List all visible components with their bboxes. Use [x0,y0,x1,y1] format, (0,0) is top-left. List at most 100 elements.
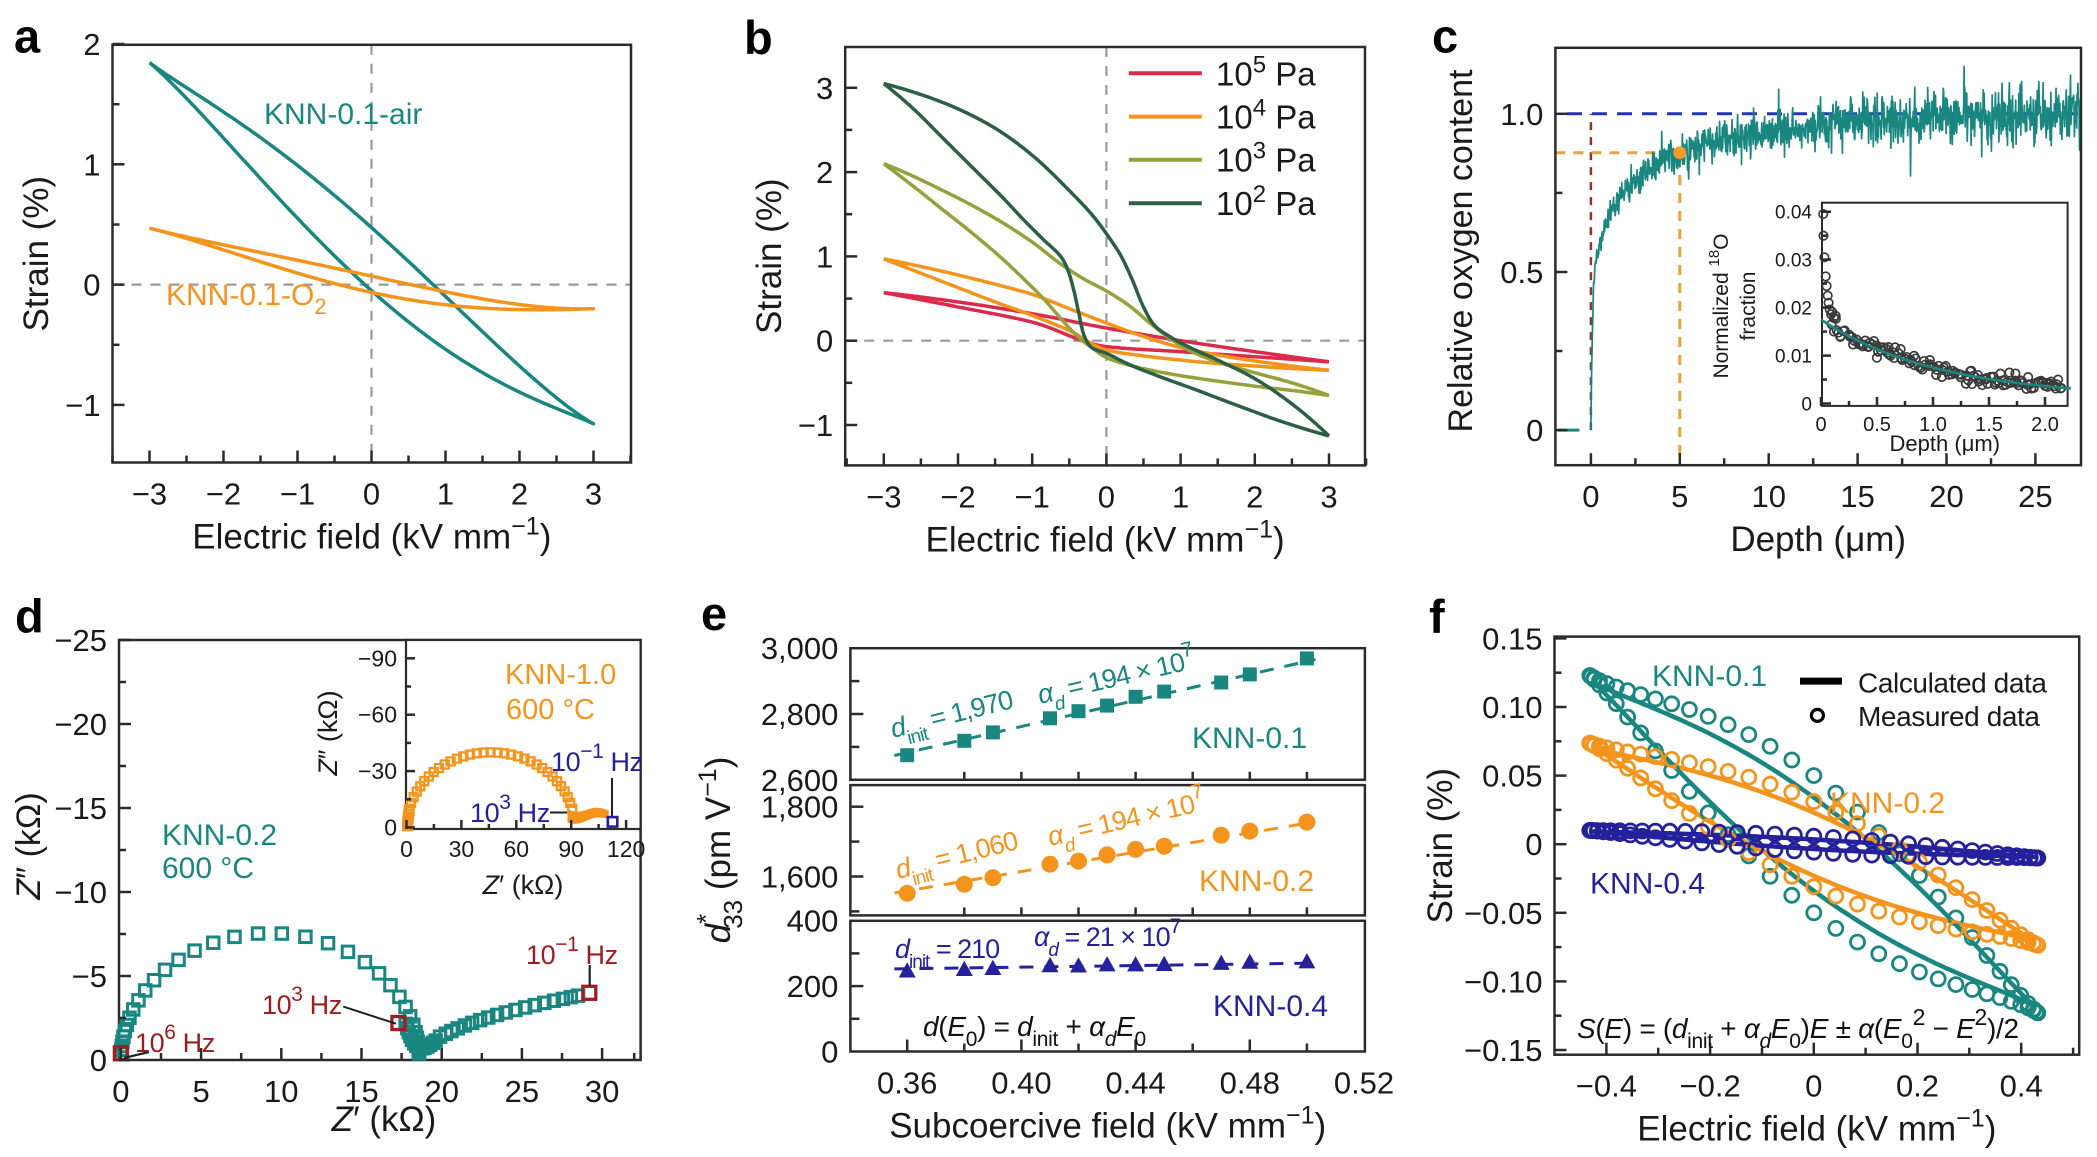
svg-text:Relative oxygen content: Relative oxygen content [1442,69,1480,432]
svg-text:Subcoercive field (kV mm−1): Subcoercive field (kV mm−1) [889,1102,1326,1146]
svg-text:0: 0 [1805,1069,1822,1104]
svg-text:400: 400 [787,904,839,939]
svg-text:Z′ (kΩ): Z′ (kΩ) [331,1100,437,1139]
svg-text:0: 0 [363,477,380,512]
svg-text:−10: −10 [54,875,107,910]
svg-text:120: 120 [607,836,645,862]
svg-text:−0.10: −0.10 [1464,964,1542,999]
svg-text:0: 0 [821,1035,838,1070]
svg-text:−0.2: −0.2 [1679,1069,1740,1104]
svg-text:αd = 21 × 107: αd = 21 × 107 [1034,915,1181,961]
svg-text:103 Hz: 103 Hz [262,983,342,1020]
svg-text:Strain (%): Strain (%) [750,178,789,334]
svg-text:−1: −1 [65,388,100,423]
svg-text:f: f [1429,590,1445,643]
svg-text:0.48: 0.48 [1220,1066,1280,1101]
svg-text:2: 2 [83,27,100,62]
svg-text:KNN-0.1: KNN-0.1 [1192,722,1307,755]
svg-text:0.5: 0.5 [1863,414,1891,436]
svg-text:25: 25 [505,1074,539,1109]
svg-text:0: 0 [90,1043,107,1078]
svg-text:0.2: 0.2 [1896,1069,1939,1104]
svg-text:600 °C: 600 °C [506,694,595,726]
svg-text:15: 15 [344,1074,378,1109]
svg-text:0.5: 0.5 [1500,255,1543,290]
svg-text:0: 0 [1526,413,1543,448]
svg-text:KNN-1.0: KNN-1.0 [505,659,616,691]
svg-text:−0.4: −0.4 [1576,1069,1637,1104]
svg-text:a: a [14,10,41,63]
svg-text:20: 20 [1929,479,1963,514]
svg-text:−0.15: −0.15 [1464,1033,1542,1068]
svg-text:Depth (μm): Depth (μm) [1890,431,2000,456]
svg-text:3: 3 [585,477,602,512]
svg-text:1.5: 1.5 [1975,414,2003,436]
svg-text:10−1 Hz: 10−1 Hz [526,933,618,970]
svg-text:1,600: 1,600 [761,860,839,895]
svg-text:−60: −60 [358,702,397,728]
svg-text:106 Hz: 106 Hz [135,1021,215,1058]
svg-text:−3: −3 [866,479,901,514]
svg-text:1.0: 1.0 [1919,414,1947,436]
svg-text:600 °C: 600 °C [162,852,254,885]
svg-text:−1: −1 [1015,479,1050,514]
svg-text:60: 60 [504,836,530,862]
svg-text:KNN-0.2: KNN-0.2 [162,819,277,852]
svg-text:104 Pa: 104 Pa [1216,95,1316,136]
svg-text:200: 200 [787,969,839,1004]
svg-text:90: 90 [558,836,584,862]
svg-text:Z′ (kΩ): Z′ (kΩ) [482,870,564,900]
svg-text:0.40: 0.40 [991,1066,1051,1101]
svg-text:−30: −30 [358,758,397,784]
svg-text:−20: −20 [54,707,107,742]
svg-text:5: 5 [192,1074,209,1109]
svg-text:Electric field (kV mm−1): Electric field (kV mm−1) [1637,1105,1996,1149]
svg-text:0: 0 [112,1074,129,1109]
svg-text:0: 0 [384,815,397,841]
svg-text:1: 1 [816,239,833,274]
svg-text:0: 0 [1815,414,1826,436]
svg-text:0.36: 0.36 [877,1066,937,1101]
svg-text:0.52: 0.52 [1334,1066,1394,1101]
svg-text:Z″ (kΩ): Z″ (kΩ) [313,690,343,776]
svg-text:−1: −1 [798,408,833,443]
svg-text:−2: −2 [206,477,241,512]
svg-text:2: 2 [1246,479,1263,514]
svg-text:1: 1 [1172,479,1189,514]
svg-text:−5: −5 [72,959,107,994]
svg-text:0: 0 [1525,827,1542,862]
svg-text:0.4: 0.4 [2000,1069,2043,1104]
svg-text:0: 0 [83,268,100,303]
svg-text:−2: −2 [940,479,975,514]
svg-text:2: 2 [816,155,833,190]
svg-text:Calculated data: Calculated data [1858,668,2047,699]
svg-text:20: 20 [424,1074,458,1109]
svg-text:−3: −3 [132,477,167,512]
svg-text:0.15: 0.15 [1482,621,1542,656]
svg-text:−15: −15 [54,791,107,826]
svg-text:2,600: 2,600 [761,763,839,798]
svg-text:102 Pa: 102 Pa [1216,181,1316,222]
svg-text:KNN-0.2: KNN-0.2 [1199,865,1314,898]
svg-text:Depth (μm): Depth (μm) [1730,520,1906,559]
svg-text:KNN-0.1: KNN-0.1 [1652,660,1767,693]
svg-text:10: 10 [264,1074,298,1109]
svg-text:Strain (%): Strain (%) [1421,768,1460,924]
svg-text:dinit = 210: dinit = 210 [895,934,999,973]
svg-text:0: 0 [816,324,833,359]
svg-text:c: c [1432,10,1458,63]
svg-text:Z″ (kΩ): Z″ (kΩ) [10,792,48,900]
svg-text:0: 0 [1801,395,1812,416]
svg-text:Electric field (kV mm−1): Electric field (kV mm−1) [192,513,551,557]
svg-text:30: 30 [585,1074,619,1109]
svg-text:0.05: 0.05 [1482,759,1542,794]
svg-text:e: e [701,587,727,640]
svg-text:10: 10 [1751,479,1785,514]
svg-text:0.44: 0.44 [1105,1066,1165,1101]
svg-text:103 Pa: 103 Pa [1216,138,1316,179]
svg-text:b: b [744,11,773,64]
svg-text:105 Pa: 105 Pa [1216,51,1316,92]
svg-text:−90: −90 [358,645,397,671]
svg-text:103 Hz: 103 Hz [470,791,550,828]
svg-text:3: 3 [1320,479,1337,514]
